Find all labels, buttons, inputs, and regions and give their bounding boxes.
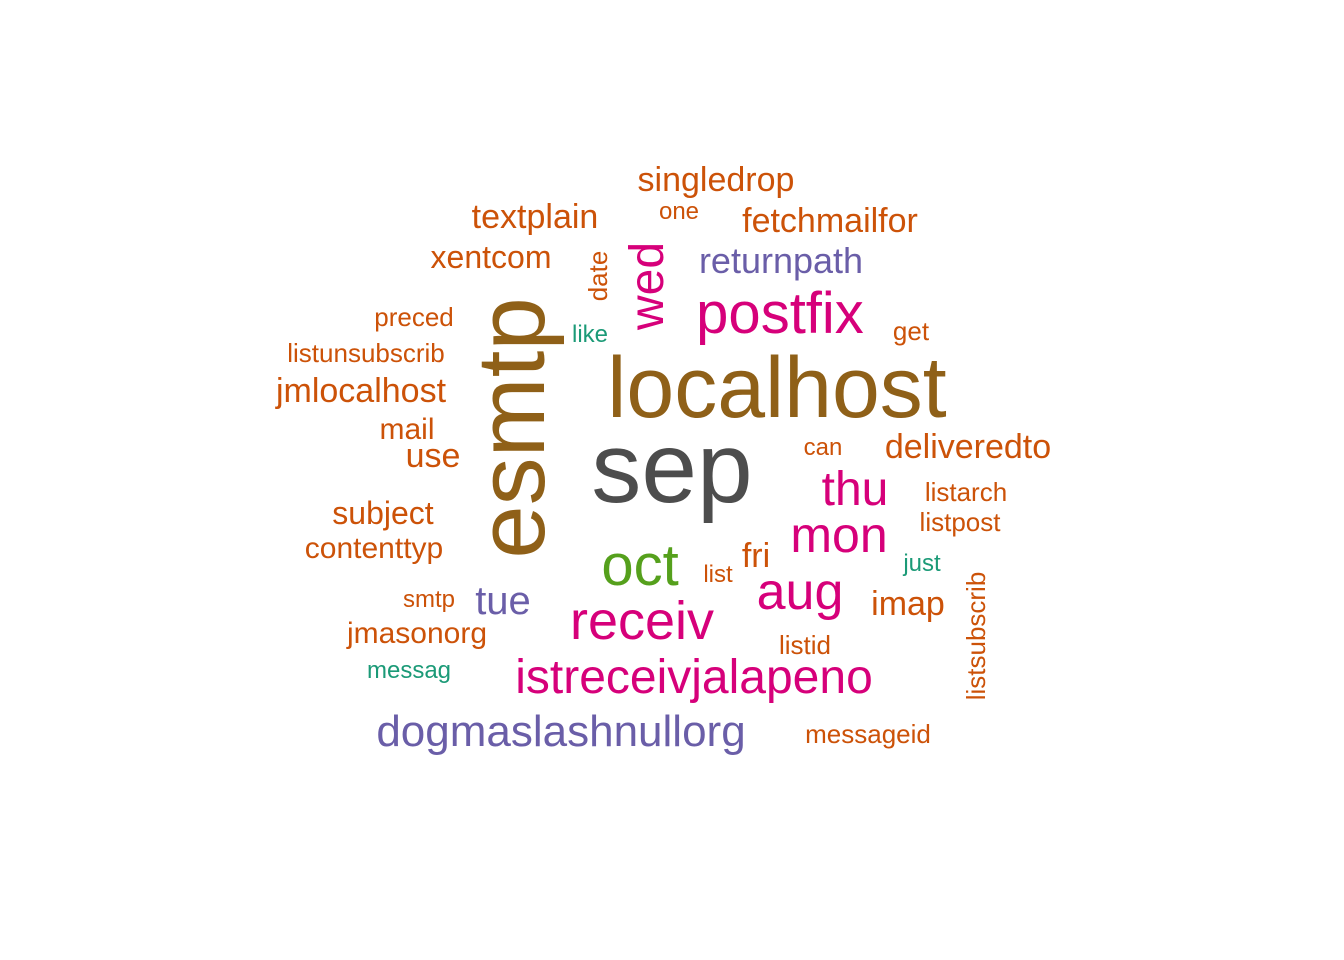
word-deliveredto: deliveredto [884, 428, 1052, 466]
word-istreceivjalapeno: istreceivjalapeno [515, 651, 873, 704]
word-can: can [803, 434, 843, 461]
word-one: one [658, 198, 700, 225]
word-get: get [892, 316, 930, 346]
word-dogmaslashnullorg: dogmaslashnullorg [376, 707, 746, 756]
word-mail: mail [379, 413, 435, 446]
word-just: just [903, 550, 941, 577]
word-list: list [703, 561, 733, 588]
word-listsubscrib: listsubscrib [961, 571, 991, 701]
word-oct: oct [601, 533, 679, 598]
word-listid: listid [778, 630, 832, 660]
word-esmtp: esmtp [458, 297, 565, 559]
word-xentcom: xentcom [430, 239, 552, 275]
word-fri: fri [741, 537, 771, 575]
word-mon: mon [790, 507, 888, 563]
word-smtp: smtp [402, 586, 456, 613]
word-contenttyp: contenttyp [304, 532, 444, 565]
word-listunsubscrib: listunsubscrib [287, 338, 445, 368]
word-receiv: receiv [569, 591, 715, 651]
word-textplain: textplain [471, 198, 599, 236]
word-fetchmailfor: fetchmailfor [742, 202, 918, 240]
word-tue: tue [475, 579, 531, 623]
word-listpost: listpost [919, 507, 1001, 537]
word-jmasonorg: jmasonorg [346, 617, 488, 650]
word-preced: preced [374, 302, 454, 332]
word-wed: wed [621, 241, 674, 331]
word-date: date [583, 250, 613, 302]
word-use: use [405, 437, 461, 475]
word-returnpath: returnpath [698, 240, 864, 281]
word-messageid: messageid [805, 719, 931, 749]
word-imap: imap [871, 585, 945, 623]
word-sep: sep [591, 412, 753, 524]
word-aug: aug [756, 563, 844, 621]
word-like: like [571, 321, 609, 348]
word-localhost: localhost [607, 340, 947, 436]
word-listarch: listarch [924, 477, 1008, 507]
word-messag: messag [366, 657, 452, 684]
word-postfix: postfix [696, 281, 864, 346]
word-subject: subject [332, 495, 434, 531]
word-jmlocalhost: jmlocalhost [275, 372, 447, 410]
word-thu: thu [821, 463, 889, 516]
word-singledrop: singledrop [637, 161, 795, 199]
